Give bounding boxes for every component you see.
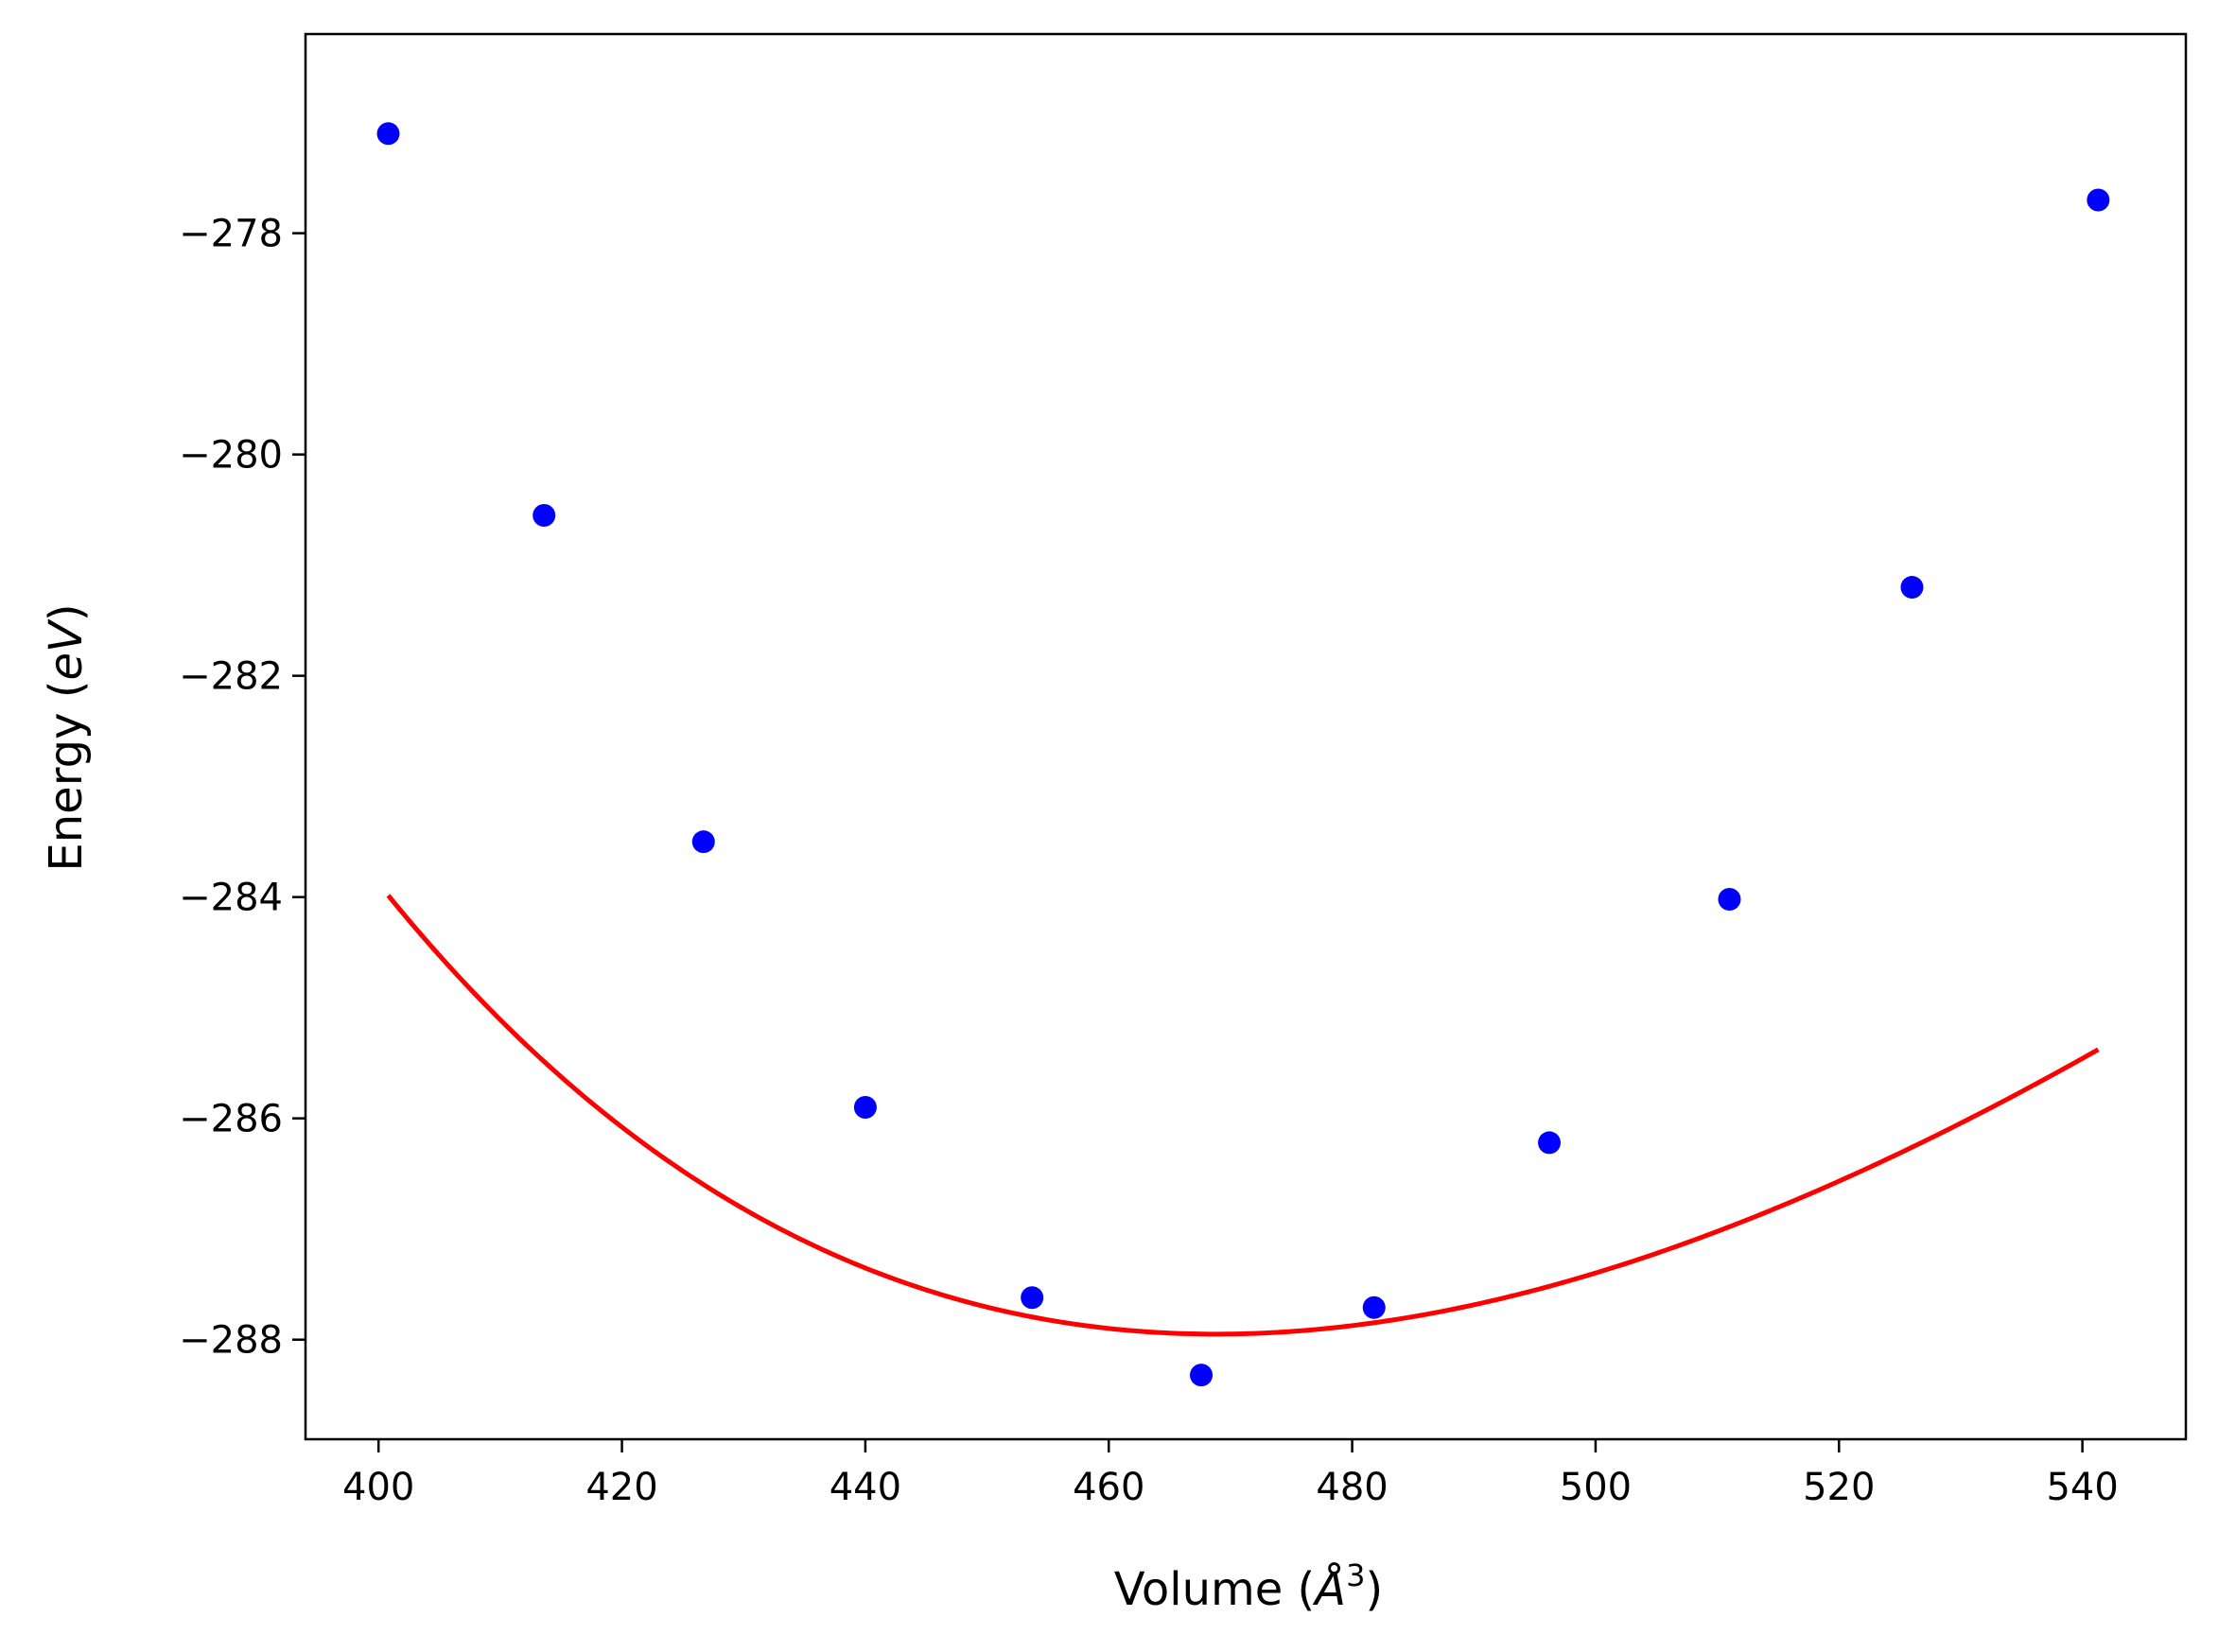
fit-curve (386, 894, 2100, 1337)
y-tick-label: −280 (179, 434, 283, 478)
x-tick-label: 460 (1073, 1466, 1144, 1509)
x-axis-label-exponent: 3 (1346, 1557, 1365, 1593)
y-tick-label: −278 (179, 213, 283, 256)
x-axis-label: Volume (Å3) (1114, 1557, 1383, 1616)
x-tick-label: 400 (342, 1466, 414, 1509)
data-point (1900, 576, 1924, 600)
x-axis-label-unit: Å (1312, 1562, 1346, 1616)
y-tick-label: −286 (179, 1098, 283, 1141)
plot-frame (304, 32, 2188, 1441)
y-axis-label-unit: eV (40, 618, 93, 681)
x-tick-label: 500 (1560, 1466, 1632, 1509)
axes (304, 32, 2188, 1441)
data-point (1538, 1131, 1562, 1155)
x-tick-label: 540 (2046, 1466, 2118, 1509)
data-point (1021, 1286, 1044, 1310)
data-point (691, 830, 715, 854)
x-tick-label: 420 (585, 1466, 657, 1509)
x-axis-ticks: 400 420 440 460 480 500 520 540 (342, 1439, 2119, 1509)
data-point (853, 1095, 877, 1119)
y-axis-ticks: −278 −280 −282 −284 −286 −288 (179, 213, 306, 1363)
x-tick-label: 480 (1316, 1466, 1388, 1509)
y-tick-label: −282 (179, 655, 283, 699)
data-point (2087, 188, 2110, 212)
data-point (376, 122, 400, 146)
x-tick-label: 520 (1803, 1466, 1875, 1509)
y-axis-label: Energy (eV) (40, 603, 93, 871)
plot-area (376, 122, 2110, 1387)
data-point (1362, 1296, 1386, 1319)
x-tick-label: 440 (830, 1466, 901, 1509)
data-point (1190, 1364, 1214, 1387)
y-tick-label: −288 (179, 1319, 283, 1363)
data-point (533, 503, 556, 527)
y-tick-label: −284 (179, 877, 283, 920)
data-point (1718, 888, 1741, 912)
